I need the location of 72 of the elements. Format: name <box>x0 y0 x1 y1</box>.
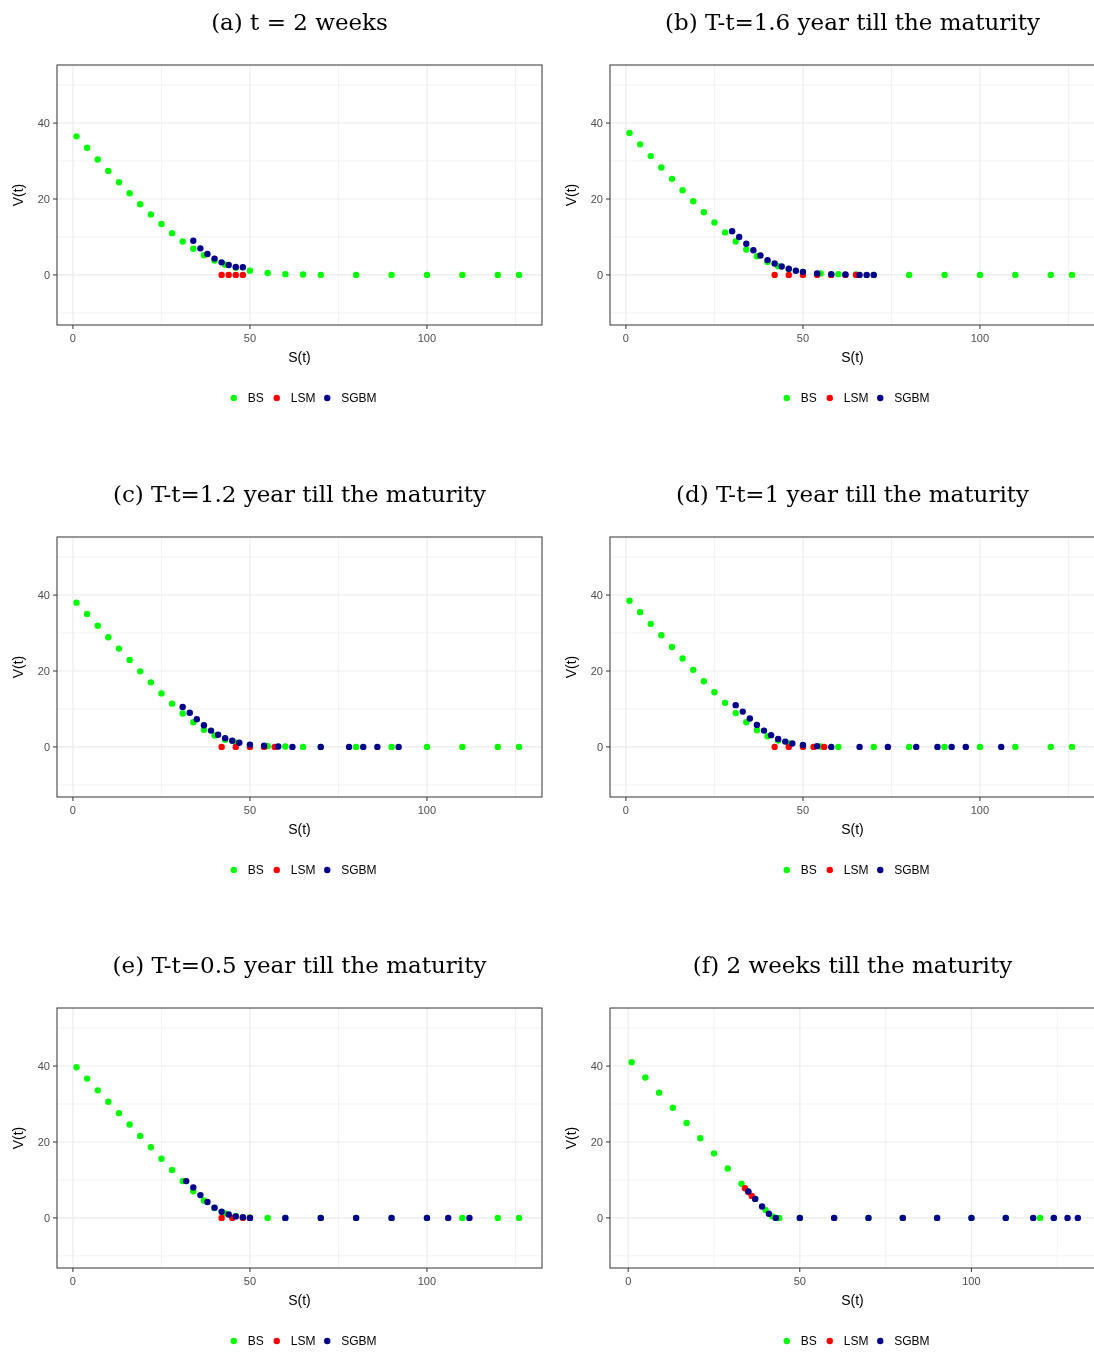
y-axis-title: V(t) <box>10 183 26 207</box>
x-tick-label: 50 <box>793 1275 806 1287</box>
y-tick-label: 40 <box>590 588 603 601</box>
x-tick-label: 100 <box>970 803 990 816</box>
legend-label: BS <box>800 391 817 405</box>
y-tick-label: 20 <box>37 1135 50 1148</box>
y-tick-label: 0 <box>596 1211 603 1224</box>
x-tick-label: 0 <box>69 332 76 344</box>
legend-label: LSM <box>290 1334 316 1348</box>
legend-label: LSM <box>843 391 869 405</box>
x-tick-label: 0 <box>69 803 76 816</box>
chart-title: (d) T-t=1 year till the maturity <box>676 480 1029 507</box>
x-tick-label: 50 <box>243 1275 257 1287</box>
y-axis-title: V(t) <box>563 1126 579 1150</box>
legend-label: SGBM <box>894 862 930 877</box>
legend-label: LSM <box>843 862 869 877</box>
chart-title: (f) 2 weeks till the maturity <box>692 952 1013 978</box>
y-axis-title: V(t) <box>10 655 26 678</box>
legend-label: SGBM <box>894 391 930 405</box>
legend-label: LSM <box>290 862 316 877</box>
y-axis-title: V(t) <box>563 183 579 207</box>
x-axis-title: S(t) <box>288 349 311 365</box>
legend-label: BS <box>247 862 264 877</box>
x-tick-label: 0 <box>622 332 629 344</box>
y-tick-label: 0 <box>43 268 50 281</box>
x-axis-title: S(t) <box>288 820 311 837</box>
y-tick-label: 40 <box>590 117 603 130</box>
x-tick-label: 0 <box>625 1275 632 1287</box>
legend-label: LSM <box>290 391 316 405</box>
y-tick-label: 0 <box>596 268 603 281</box>
x-axis-title: S(t) <box>288 1292 311 1308</box>
chart-title: (c) T-t=1.2 year till the maturity <box>112 480 487 507</box>
y-tick-label: 20 <box>590 1135 603 1148</box>
legend-label: SGBM <box>341 1334 377 1348</box>
y-tick-label: 0 <box>43 740 50 753</box>
y-tick-label: 20 <box>37 664 50 677</box>
legend-label: SGBM <box>341 391 377 405</box>
y-tick-label: 0 <box>596 740 603 753</box>
x-tick-label: 100 <box>417 803 437 816</box>
x-tick-label: 100 <box>970 332 990 344</box>
x-axis-title: S(t) <box>841 1292 864 1308</box>
y-tick-label: 40 <box>37 1060 50 1073</box>
y-tick-label: 20 <box>37 192 50 205</box>
legend-label: BS <box>247 391 264 405</box>
x-tick-label: 100 <box>417 1275 437 1287</box>
x-tick-label: 0 <box>622 803 629 816</box>
x-tick-label: 100 <box>962 1275 981 1287</box>
legend-label: BS <box>800 1334 817 1348</box>
x-tick-label: 50 <box>796 803 810 816</box>
legend-label: LSM <box>843 1334 869 1348</box>
x-tick-label: 100 <box>417 332 437 344</box>
y-tick-label: 40 <box>590 1060 603 1073</box>
y-tick-label: 20 <box>590 192 603 205</box>
legend-label: SGBM <box>341 862 377 877</box>
y-tick-label: 20 <box>590 664 603 677</box>
chart-title: (b) T-t=1.6 year till the maturity <box>665 9 1040 35</box>
y-axis-title: V(t) <box>563 655 579 678</box>
chart-title: (e) T-t=0.5 year till the maturity <box>112 952 487 978</box>
x-tick-label: 50 <box>243 332 257 344</box>
x-tick-label: 50 <box>243 803 257 816</box>
chart-title: (a) t = 2 weeks <box>211 9 388 35</box>
legend-label: BS <box>800 862 817 877</box>
x-tick-label: 0 <box>69 1275 76 1287</box>
x-axis-title: S(t) <box>841 349 864 365</box>
y-tick-label: 0 <box>43 1211 50 1224</box>
x-tick-label: 50 <box>796 332 810 344</box>
y-axis-title: V(t) <box>10 1126 26 1150</box>
legend-label: BS <box>247 1334 264 1348</box>
y-tick-label: 40 <box>37 588 50 601</box>
legend-label: SGBM <box>894 1334 930 1348</box>
y-tick-label: 40 <box>37 117 50 130</box>
x-axis-title: S(t) <box>841 820 864 837</box>
